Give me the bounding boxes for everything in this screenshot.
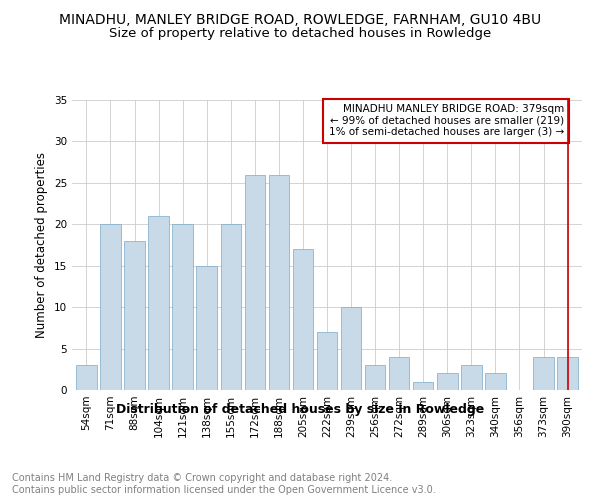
Bar (293, 249, 313, 390)
Bar (317, 332, 337, 390)
Bar (124, 241, 145, 390)
Bar (557, 357, 578, 390)
Bar (245, 174, 265, 390)
Bar (437, 374, 458, 390)
Text: Contains HM Land Registry data © Crown copyright and database right 2024.
Contai: Contains HM Land Registry data © Crown c… (12, 474, 436, 495)
Text: Size of property relative to detached houses in Rowledge: Size of property relative to detached ho… (109, 28, 491, 40)
Bar (76, 365, 97, 390)
Text: MINADHU MANLEY BRIDGE ROAD: 379sqm
← 99% of detached houses are smaller (219)
1%: MINADHU MANLEY BRIDGE ROAD: 379sqm ← 99%… (329, 104, 564, 138)
Bar (196, 266, 217, 390)
Bar (389, 357, 409, 390)
Bar (413, 382, 433, 390)
Bar (269, 174, 289, 390)
Bar (485, 374, 506, 390)
Bar (461, 365, 482, 390)
Bar (365, 365, 385, 390)
Bar (533, 357, 554, 390)
Bar (100, 224, 121, 390)
Y-axis label: Number of detached properties: Number of detached properties (35, 152, 49, 338)
Bar (341, 307, 361, 390)
Text: MINADHU, MANLEY BRIDGE ROAD, ROWLEDGE, FARNHAM, GU10 4BU: MINADHU, MANLEY BRIDGE ROAD, ROWLEDGE, F… (59, 12, 541, 26)
Bar (172, 224, 193, 390)
Text: Distribution of detached houses by size in Rowledge: Distribution of detached houses by size … (116, 402, 484, 415)
Bar (221, 224, 241, 390)
Bar (148, 216, 169, 390)
